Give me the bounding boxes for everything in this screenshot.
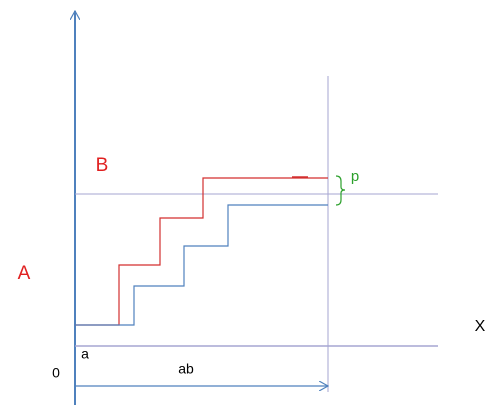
label-zero: 0 xyxy=(52,365,60,381)
label-a: a xyxy=(81,346,89,362)
label-a-side: A xyxy=(18,263,31,284)
label-b: B xyxy=(96,155,109,176)
red-step xyxy=(75,177,328,326)
brace xyxy=(335,175,346,206)
blue-step xyxy=(75,204,328,326)
label-x: X xyxy=(475,318,486,335)
label-ab: ab xyxy=(178,361,194,377)
label-p: p xyxy=(351,168,359,185)
